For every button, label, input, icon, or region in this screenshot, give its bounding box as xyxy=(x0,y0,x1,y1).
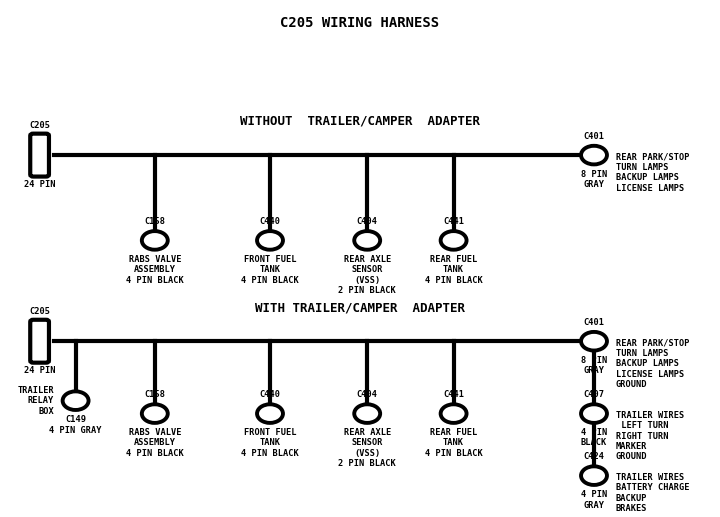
Text: 8 PIN
GRAY: 8 PIN GRAY xyxy=(581,356,607,375)
Text: C401: C401 xyxy=(583,132,605,141)
Text: C424: C424 xyxy=(583,452,605,461)
Text: 24 PIN: 24 PIN xyxy=(24,180,55,189)
Text: REAR FUEL
TANK
4 PIN BLACK: REAR FUEL TANK 4 PIN BLACK xyxy=(425,255,482,285)
Text: REAR PARK/STOP
TURN LAMPS
BACKUP LAMPS
LICENSE LAMPS: REAR PARK/STOP TURN LAMPS BACKUP LAMPS L… xyxy=(616,153,689,192)
Circle shape xyxy=(63,391,89,410)
Text: 8 PIN
GRAY: 8 PIN GRAY xyxy=(581,170,607,189)
Text: C205 WIRING HARNESS: C205 WIRING HARNESS xyxy=(280,16,440,31)
Circle shape xyxy=(257,231,283,250)
Text: C404: C404 xyxy=(356,390,378,399)
Text: REAR PARK/STOP
TURN LAMPS
BACKUP LAMPS
LICENSE LAMPS
GROUND: REAR PARK/STOP TURN LAMPS BACKUP LAMPS L… xyxy=(616,339,689,389)
Text: REAR AXLE
SENSOR
(VSS)
2 PIN BLACK: REAR AXLE SENSOR (VSS) 2 PIN BLACK xyxy=(338,255,396,295)
Circle shape xyxy=(581,466,607,485)
Text: RABS VALVE
ASSEMBLY
4 PIN BLACK: RABS VALVE ASSEMBLY 4 PIN BLACK xyxy=(126,255,184,285)
Text: C158: C158 xyxy=(144,390,166,399)
Text: RABS VALVE
ASSEMBLY
4 PIN BLACK: RABS VALVE ASSEMBLY 4 PIN BLACK xyxy=(126,428,184,458)
Circle shape xyxy=(441,231,467,250)
Text: 24 PIN: 24 PIN xyxy=(24,366,55,375)
Circle shape xyxy=(581,146,607,164)
Text: C205: C205 xyxy=(29,307,50,315)
Text: WITHOUT  TRAILER/CAMPER  ADAPTER: WITHOUT TRAILER/CAMPER ADAPTER xyxy=(240,115,480,128)
Text: 4 PIN
GRAY: 4 PIN GRAY xyxy=(581,490,607,510)
Text: C404: C404 xyxy=(356,217,378,226)
Text: C149
4 PIN GRAY: C149 4 PIN GRAY xyxy=(50,415,102,435)
Text: REAR AXLE
SENSOR
(VSS)
2 PIN BLACK: REAR AXLE SENSOR (VSS) 2 PIN BLACK xyxy=(338,428,396,468)
Text: REAR FUEL
TANK
4 PIN BLACK: REAR FUEL TANK 4 PIN BLACK xyxy=(425,428,482,458)
Text: C441: C441 xyxy=(443,390,464,399)
Text: C205: C205 xyxy=(29,120,50,130)
Text: TRAILER WIRES
 LEFT TURN
RIGHT TURN
MARKER
GROUND: TRAILER WIRES LEFT TURN RIGHT TURN MARKE… xyxy=(616,411,684,461)
Text: C401: C401 xyxy=(583,318,605,327)
Text: C407: C407 xyxy=(583,390,605,399)
FancyBboxPatch shape xyxy=(30,320,49,363)
Text: FRONT FUEL
TANK
4 PIN BLACK: FRONT FUEL TANK 4 PIN BLACK xyxy=(241,255,299,285)
Text: TRAILER WIRES
BATTERY CHARGE
BACKUP
BRAKES: TRAILER WIRES BATTERY CHARGE BACKUP BRAK… xyxy=(616,473,689,513)
Circle shape xyxy=(581,332,607,351)
Text: C440: C440 xyxy=(259,217,281,226)
Text: 4 PIN
BLACK: 4 PIN BLACK xyxy=(581,428,607,448)
Circle shape xyxy=(257,404,283,423)
Circle shape xyxy=(354,404,380,423)
Text: WITH TRAILER/CAMPER  ADAPTER: WITH TRAILER/CAMPER ADAPTER xyxy=(255,301,465,314)
Text: C440: C440 xyxy=(259,390,281,399)
Circle shape xyxy=(142,231,168,250)
Circle shape xyxy=(581,404,607,423)
Text: C441: C441 xyxy=(443,217,464,226)
Text: FRONT FUEL
TANK
4 PIN BLACK: FRONT FUEL TANK 4 PIN BLACK xyxy=(241,428,299,458)
Circle shape xyxy=(354,231,380,250)
Circle shape xyxy=(441,404,467,423)
Text: TRAILER
RELAY
BOX: TRAILER RELAY BOX xyxy=(17,386,54,416)
Circle shape xyxy=(142,404,168,423)
FancyBboxPatch shape xyxy=(30,134,49,177)
Text: C158: C158 xyxy=(144,217,166,226)
